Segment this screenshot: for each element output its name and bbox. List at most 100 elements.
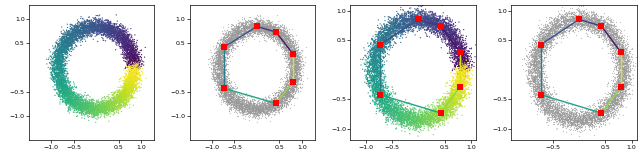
Point [57,82,67,84]
Point [275,25,285,28]
Point [386,33,396,35]
Point [388,18,399,21]
Point [100,33,110,36]
Point [89,30,99,33]
Point [115,92,125,94]
Point [532,51,542,53]
Point [282,79,292,81]
Point [445,24,456,26]
Point [369,77,379,79]
Point [381,31,392,34]
Point [615,83,625,85]
Point [448,86,458,88]
Point [398,21,408,23]
Point [271,102,282,104]
Point [586,118,596,120]
Point [234,26,244,29]
Point [71,38,81,40]
Point [215,59,225,62]
Point [123,93,133,95]
Point [458,69,468,72]
Point [217,61,227,63]
Point [419,16,429,18]
Point [420,116,430,119]
Point [79,99,89,101]
Point [616,69,626,71]
Point [384,92,394,95]
Point [289,66,300,68]
Point [392,107,403,110]
Point [226,37,236,40]
Point [586,122,596,125]
Point [104,101,115,104]
Point [426,31,436,34]
Point [69,92,79,95]
Point [531,96,541,99]
Point [255,105,266,108]
Point [378,102,388,104]
Point [63,37,73,40]
Point [86,23,96,25]
Point [383,105,394,108]
Point [402,121,412,123]
Point [445,45,455,48]
Point [262,19,272,21]
Point [124,99,134,102]
Point [79,110,89,112]
Point [218,50,228,52]
Point [74,107,84,110]
Point [259,107,269,109]
Point [100,107,110,109]
Point [396,105,406,108]
Point [373,40,383,43]
Point [440,29,450,31]
Point [129,78,140,80]
Point [113,41,124,44]
Point [122,45,132,48]
Point [77,108,87,111]
Point [113,41,123,44]
Point [390,114,401,116]
Point [588,20,598,23]
Point [544,95,554,98]
Point [587,115,597,118]
Point [232,98,243,100]
Point [108,103,118,106]
Point [530,65,540,68]
Point [560,115,570,117]
Point [450,66,460,68]
Point [373,85,383,87]
Point [461,47,472,49]
Point [451,61,461,64]
Point [532,100,542,102]
Point [118,41,129,44]
Point [221,45,231,48]
Point [104,103,115,106]
Point [622,59,632,61]
Point [63,97,73,99]
Point [458,85,468,88]
Point [601,117,611,120]
Point [234,108,244,111]
Point [252,18,262,21]
Point [428,17,438,20]
Point [387,27,397,30]
Point [113,25,123,28]
Point [286,45,296,48]
Point [123,46,133,49]
Point [391,109,401,112]
Point [273,100,283,103]
Point [541,45,552,48]
Point [84,108,94,110]
Point [290,64,300,67]
Point [52,65,63,68]
Point [54,64,64,67]
Point [367,79,378,81]
Point [412,9,422,12]
Point [601,101,611,104]
Point [287,85,298,87]
Point [562,119,572,121]
Point [538,50,548,53]
Point [610,31,620,34]
Point [126,41,136,43]
